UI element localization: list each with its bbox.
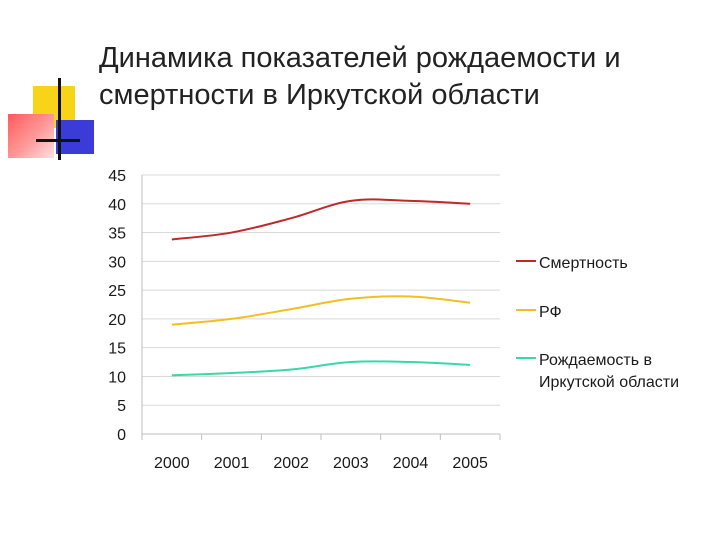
legend-item-2: Рождаемость в Иркутской области [516,352,679,391]
legend-label: Иркутской области [539,374,679,391]
legend-item-0: Смертность [516,255,628,272]
chart-grid [142,174,500,406]
legend-label: Рождаемость в [539,352,652,369]
x-tick-label: 2004 [393,455,429,472]
x-tick-label: 2000 [154,455,190,472]
x-tick-label: 2001 [214,455,250,472]
y-tick-label: 20 [108,312,126,329]
y-tick-label: 5 [117,398,126,415]
x-tick-label: 2003 [333,455,369,472]
y-tick-label: 40 [108,197,126,214]
slide-title-line-2: смертности в Иркутской области [99,79,540,111]
y-tick-label: 0 [117,427,126,444]
y-axis-ticks: 0 5 10 15 20 25 30 35 40 45 [108,168,126,444]
legend-item-1: РФ [516,304,562,321]
series-line-1 [171,295,471,326]
x-tick-label: 2005 [452,455,488,472]
legend-label: РФ [539,304,562,321]
y-tick-label: 30 [108,254,126,271]
y-tick-label: 35 [108,226,126,243]
series-line-0 [171,198,471,241]
series-line-2 [171,360,471,377]
legend-label: Смертность [539,255,628,272]
x-tick-label: 2002 [273,455,309,472]
y-tick-label: 25 [108,283,126,300]
x-axis: 2000 2001 2002 2003 2004 2005 [141,175,501,472]
decor-horizontal-line [36,139,80,142]
chart-legend: Смертность РФ Рождаемость в Иркутской облас… [516,255,679,391]
y-tick-label: 15 [108,341,126,358]
y-tick-label: 45 [108,168,126,185]
chart-series [171,198,471,377]
slide-title-line-1: Динамика показателей рождаемости и [99,42,621,74]
slide-title: Динамика показателей рождаемости и смерт… [99,40,699,114]
y-tick-label: 10 [108,369,126,386]
decor-vertical-line [58,78,61,160]
decor-red-square [8,114,54,158]
decor-blue-square [56,120,94,154]
